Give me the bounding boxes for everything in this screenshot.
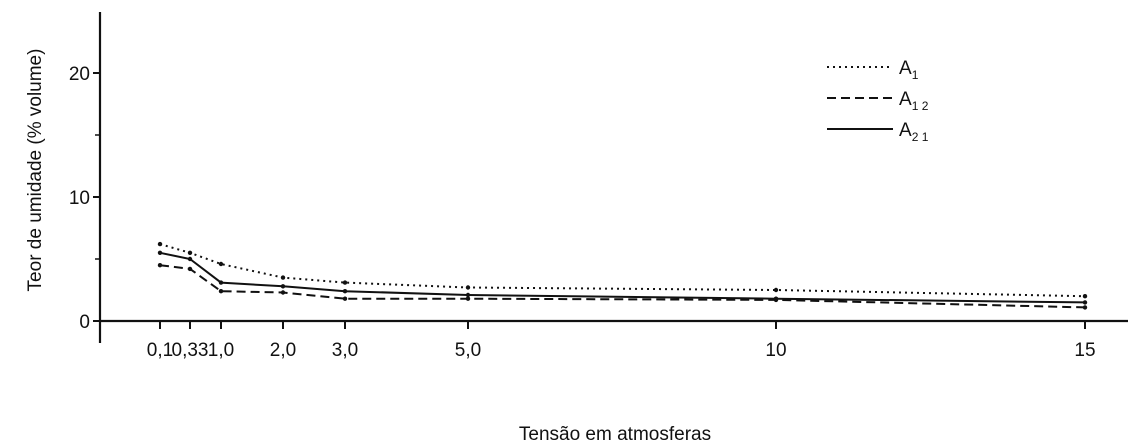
- y-axis-title: Teor de umidade (% volume): [25, 49, 46, 292]
- series-0-point-0: [157, 241, 163, 247]
- legend-label-0: A1: [899, 58, 919, 82]
- series-2-point-5: [465, 292, 471, 298]
- series-1-point-2: [218, 289, 224, 294]
- series-1-point-0: [157, 263, 163, 268]
- series-0-point-2: [218, 261, 224, 267]
- x-tick-label-5: 5,0: [455, 340, 481, 361]
- series-0-point-6: [773, 287, 779, 293]
- series-0-point-4: [342, 280, 348, 285]
- series-0-point-3: [280, 275, 286, 280]
- y-tick-label-2: 20: [69, 64, 90, 85]
- series-2-point-4: [342, 289, 348, 294]
- series-1-point-5: [465, 296, 471, 301]
- series-1-point-4: [342, 296, 348, 301]
- x-tick-label-3: 2,0: [270, 340, 296, 361]
- series-1-point-1: [187, 266, 193, 272]
- legend-label-2: A2 1: [899, 120, 929, 144]
- x-tick-label-6: 10: [765, 340, 786, 361]
- y-tick-label-0: 0: [79, 312, 90, 333]
- series-0-point-5: [465, 285, 471, 290]
- x-tick-label-2: 1,0: [208, 340, 234, 361]
- series-0-point-1: [187, 250, 193, 255]
- x-tick-label-4: 3,0: [332, 340, 358, 361]
- y-ticks: 0 10 20: [69, 64, 100, 333]
- series-2-point-7: [1082, 300, 1088, 305]
- series-2-point-1: [187, 256, 193, 262]
- series-line-0: [159, 243, 1086, 298]
- x-tick-label-0: 0,1: [147, 340, 173, 361]
- y-tick-label-1: 10: [69, 188, 90, 209]
- series-0-point-7: [1082, 294, 1088, 299]
- series-1-point-7: [1082, 305, 1088, 310]
- legend-label-1: A1 2: [899, 89, 929, 113]
- series-2-point-2: [218, 280, 224, 285]
- x-ticks: 0,10,33 1,0 2,0 3,0 5,0 10 15: [147, 321, 1096, 361]
- series-line-2: [159, 251, 1086, 304]
- series-2-point-6: [773, 296, 779, 301]
- x-tick-label-7: 15: [1074, 340, 1095, 361]
- x-axis-title: Tensão em atmosferas: [519, 424, 711, 445]
- legend: A1 A1 2 A2 1: [827, 58, 929, 144]
- x-tick-label-1: 0,33: [172, 340, 209, 361]
- series-1-point-3: [280, 290, 286, 295]
- series-2-point-3: [280, 284, 286, 289]
- series-group: [157, 241, 1088, 310]
- series-line-1: [159, 264, 1086, 309]
- series-2-point-0: [157, 250, 163, 255]
